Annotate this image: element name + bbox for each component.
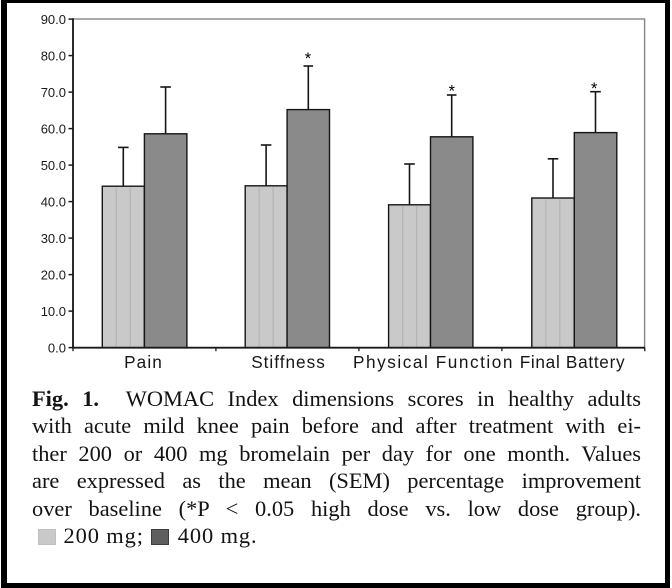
svg-text:Pain: Pain [124, 352, 163, 372]
svg-text:Physical Function: Physical Function [353, 352, 514, 372]
svg-text:Stiffness: Stiffness [251, 352, 326, 372]
svg-text:10.0: 10.0 [41, 304, 66, 319]
svg-text:20.0: 20.0 [41, 267, 66, 282]
svg-text:80.0: 80.0 [41, 48, 66, 63]
svg-text:*: * [449, 83, 456, 101]
svg-text:0.0: 0.0 [48, 340, 66, 355]
svg-text:90.0: 90.0 [41, 12, 66, 27]
svg-text:*: * [305, 50, 312, 68]
svg-text:60.0: 60.0 [41, 121, 66, 136]
svg-text:30.0: 30.0 [41, 231, 66, 246]
svg-text:Final Battery: Final Battery [520, 352, 626, 372]
svg-text:70.0: 70.0 [41, 85, 66, 100]
svg-text:50.0: 50.0 [41, 158, 66, 173]
svg-text:40.0: 40.0 [41, 194, 66, 209]
svg-text:*: * [591, 80, 598, 98]
